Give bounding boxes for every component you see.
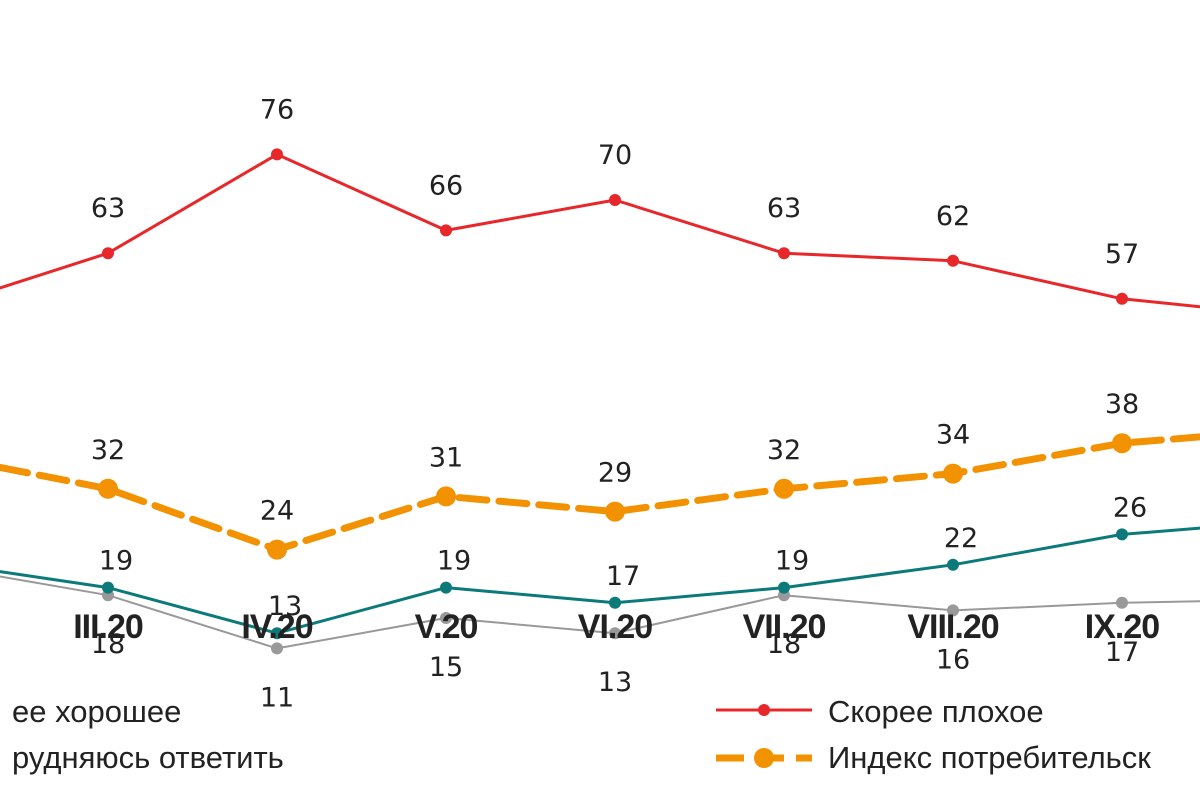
data-label-bad: 76: [260, 94, 294, 125]
data-point-index: [605, 501, 625, 522]
data-point-good: [609, 596, 621, 609]
data-label-good: 26: [1113, 492, 1147, 523]
data-point-index: [943, 463, 963, 484]
x-axis-tick-labels: III.20 IV.20 V.20 VI.20 VII.20 VIII.20 IX.20: [73, 608, 1160, 646]
data-point-bad: [440, 224, 452, 237]
data-point-index: [98, 478, 118, 499]
data-point-good: [1116, 528, 1128, 541]
data-point-good: [947, 558, 959, 571]
data-label-bad: 57: [1105, 239, 1139, 270]
data-point-bad: [609, 194, 621, 206]
data-label-good: 13: [268, 591, 302, 622]
legend-label-undecided: рудняюсь ответить: [12, 740, 284, 775]
legend-item-undecided: рудняюсь ответить: [12, 740, 284, 775]
legend-label-index: Индекс потребительск: [828, 740, 1151, 775]
series-line-index: [0, 433, 1200, 554]
data-label-index: 24: [260, 496, 294, 527]
legend-label-good: ее хорошее: [12, 694, 181, 729]
data-label-index: 31: [429, 442, 463, 473]
data-point-undecided: [947, 604, 959, 617]
data-point-good: [102, 581, 114, 594]
legend-marker-bad: [758, 704, 770, 716]
data-label-undecided: 15: [429, 652, 463, 683]
data-point-bad: [947, 254, 959, 267]
data-label-undecided: 18: [91, 629, 125, 660]
data-label-bad: 63: [767, 193, 801, 224]
data-point-undecided: [609, 627, 621, 640]
legend-item-index: Индекс потребительск: [716, 740, 1151, 775]
data-label-bad: 70: [598, 140, 632, 171]
data-label-undecided: 18: [767, 629, 801, 660]
data-point-undecided: [440, 612, 452, 624]
data-point-bad: [1116, 292, 1128, 305]
x-tick-label: VIII.20: [907, 608, 998, 646]
data-point-bad: [102, 247, 114, 260]
data-label-undecided: 11: [260, 682, 294, 713]
x-tick-label: VI.20: [578, 608, 652, 646]
data-label-index: 32: [91, 435, 125, 466]
data-label-good: 19: [437, 546, 471, 577]
data-point-good: [440, 581, 452, 594]
data-point-index: [774, 478, 794, 499]
data-label-bad: 66: [429, 170, 463, 201]
series-lines: [0, 152, 1200, 650]
data-labels: 18 11 15 13 18 16 17 19 13 19 17 19 22 26 32 24 31 29 32 34…: [91, 94, 1147, 713]
x-tick-label: VII.20: [743, 608, 826, 646]
x-tick-label: III.20: [73, 608, 143, 646]
data-point-good: [271, 627, 283, 640]
data-point-bad: [271, 148, 283, 161]
data-label-undecided: 16: [936, 644, 970, 675]
data-label-good: 19: [775, 546, 809, 577]
data-point-undecided: [1116, 596, 1128, 609]
data-label-index: 32: [767, 435, 801, 466]
data-label-bad: 63: [91, 193, 125, 224]
data-point-undecided: [271, 642, 283, 655]
x-tick-label: V.20: [415, 608, 478, 646]
data-label-good: 22: [944, 523, 978, 554]
data-point-index: [1112, 433, 1132, 454]
legend: ее хорошее рудняюсь ответить Скорее плох…: [12, 694, 1151, 775]
x-tick-label: IV.20: [241, 608, 312, 646]
data-label-undecided: 17: [1105, 637, 1139, 668]
legend-label-bad: Скорее плохое: [828, 694, 1044, 729]
data-label-bad: 62: [936, 201, 970, 232]
x-tick-label: IX.20: [1085, 608, 1159, 646]
data-point-index: [267, 539, 287, 560]
series-line-bad: [0, 152, 1200, 309]
legend-item-good: ее хорошее: [12, 694, 181, 729]
legend-marker-index: [754, 748, 774, 768]
data-label-good: 17: [606, 561, 640, 592]
data-point-bad: [778, 247, 790, 260]
data-point-good: [778, 581, 790, 594]
data-label-index: 29: [598, 458, 632, 489]
data-label-good: 19: [99, 546, 133, 577]
data-label-index: 34: [936, 420, 970, 451]
series-points: [98, 148, 1132, 655]
data-label-index: 38: [1105, 389, 1139, 420]
data-point-index: [436, 486, 456, 507]
data-label-undecided: 13: [598, 667, 632, 698]
legend-item-bad: Скорее плохое: [716, 694, 1044, 729]
